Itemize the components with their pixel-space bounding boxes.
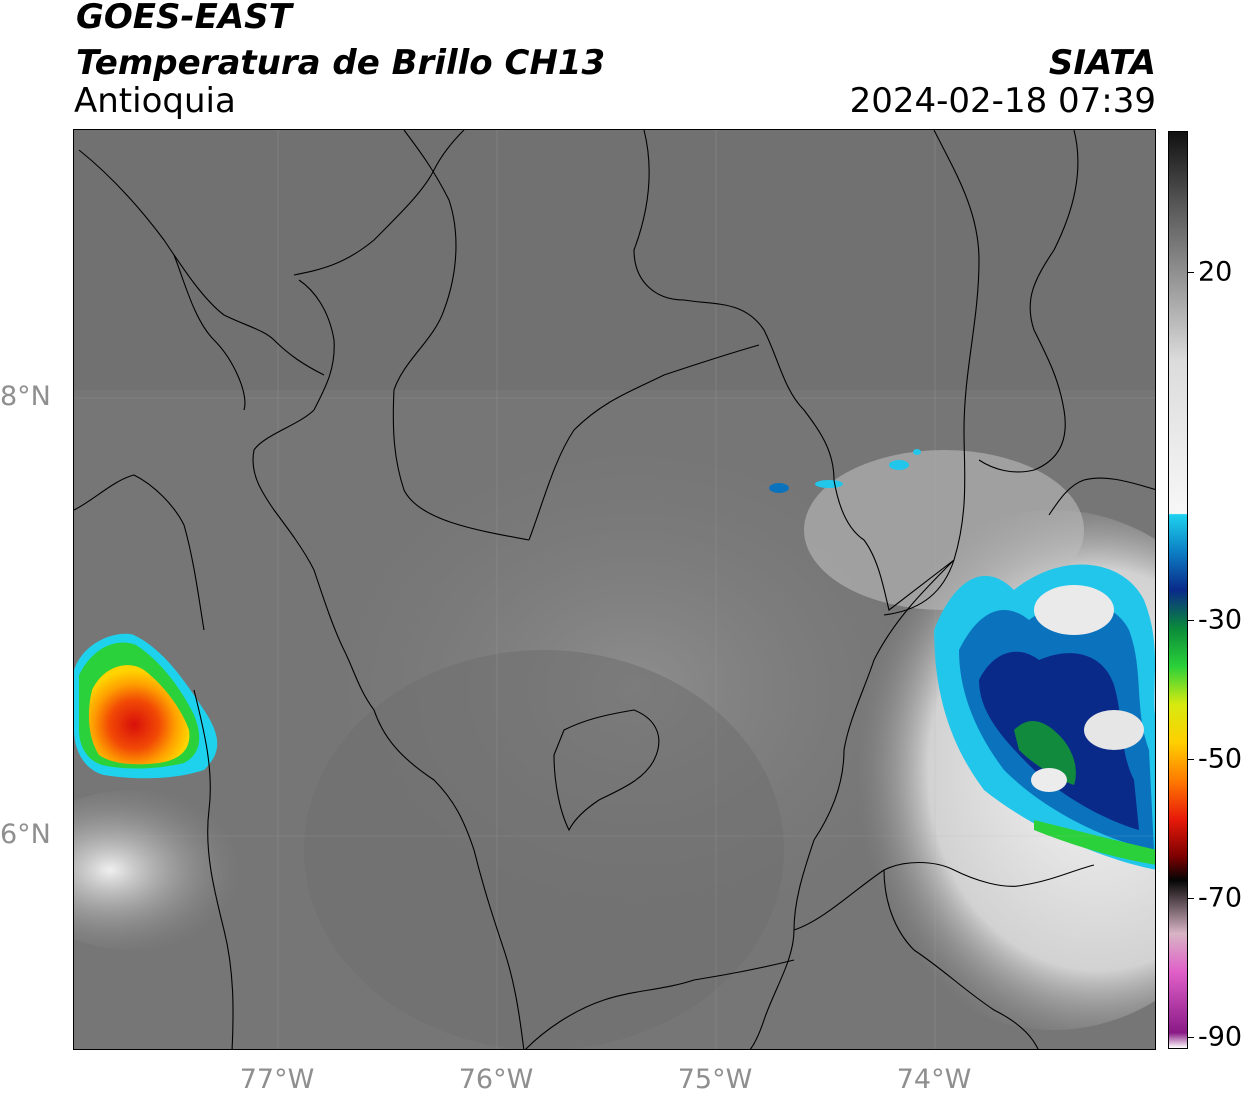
colorbar-tick-minus90: -90: [1198, 1021, 1243, 1053]
colorbar-tick-mark: [1188, 620, 1194, 621]
temperature-colorbar: [1168, 131, 1188, 1049]
region-subtitle: Antioquia: [74, 81, 236, 121]
borders-coastlines: [74, 130, 1155, 1049]
colorbar-tick-20: 20: [1198, 256, 1233, 288]
lat-label-8n: 8°N: [0, 381, 51, 412]
lon-label-74w: 74°W: [896, 1064, 972, 1095]
convective-speck: [769, 483, 789, 493]
lon-label-75w: 75°W: [677, 1064, 753, 1095]
convective-speck: [815, 480, 843, 488]
satellite-map[interactable]: [73, 129, 1156, 1050]
colorbar-tick-minus70: -70: [1198, 882, 1243, 914]
lon-label-76w: 76°W: [458, 1064, 534, 1095]
map-canvas: [74, 130, 1155, 1049]
convective-cell-west: [74, 633, 218, 779]
convective-speck: [889, 460, 909, 470]
lat-label-6n: 6°N: [0, 819, 51, 850]
colorbar-tick-mark: [1188, 759, 1194, 760]
colorbar-tick-mark: [1188, 1037, 1194, 1038]
colorbar-tick-minus30: -30: [1198, 604, 1243, 636]
product-title: Temperatura de Brillo CH13: [76, 43, 606, 83]
lon-label-77w: 77°W: [239, 1064, 315, 1095]
satellite-title: GOES-EAST: [76, 0, 292, 37]
cloud-band-west: [74, 790, 254, 950]
timestamp-label: 2024-02-18 07:39: [849, 81, 1156, 121]
colorbar-tick-mark: [1188, 898, 1194, 899]
agency-label: SIATA: [1048, 43, 1156, 83]
colorbar-tick-mark: [1188, 272, 1194, 273]
graticule: [74, 130, 1155, 1049]
convective-cell-east: [934, 564, 1155, 870]
colorbar-tick-minus50: -50: [1198, 743, 1243, 775]
convective-speck: [913, 449, 921, 455]
